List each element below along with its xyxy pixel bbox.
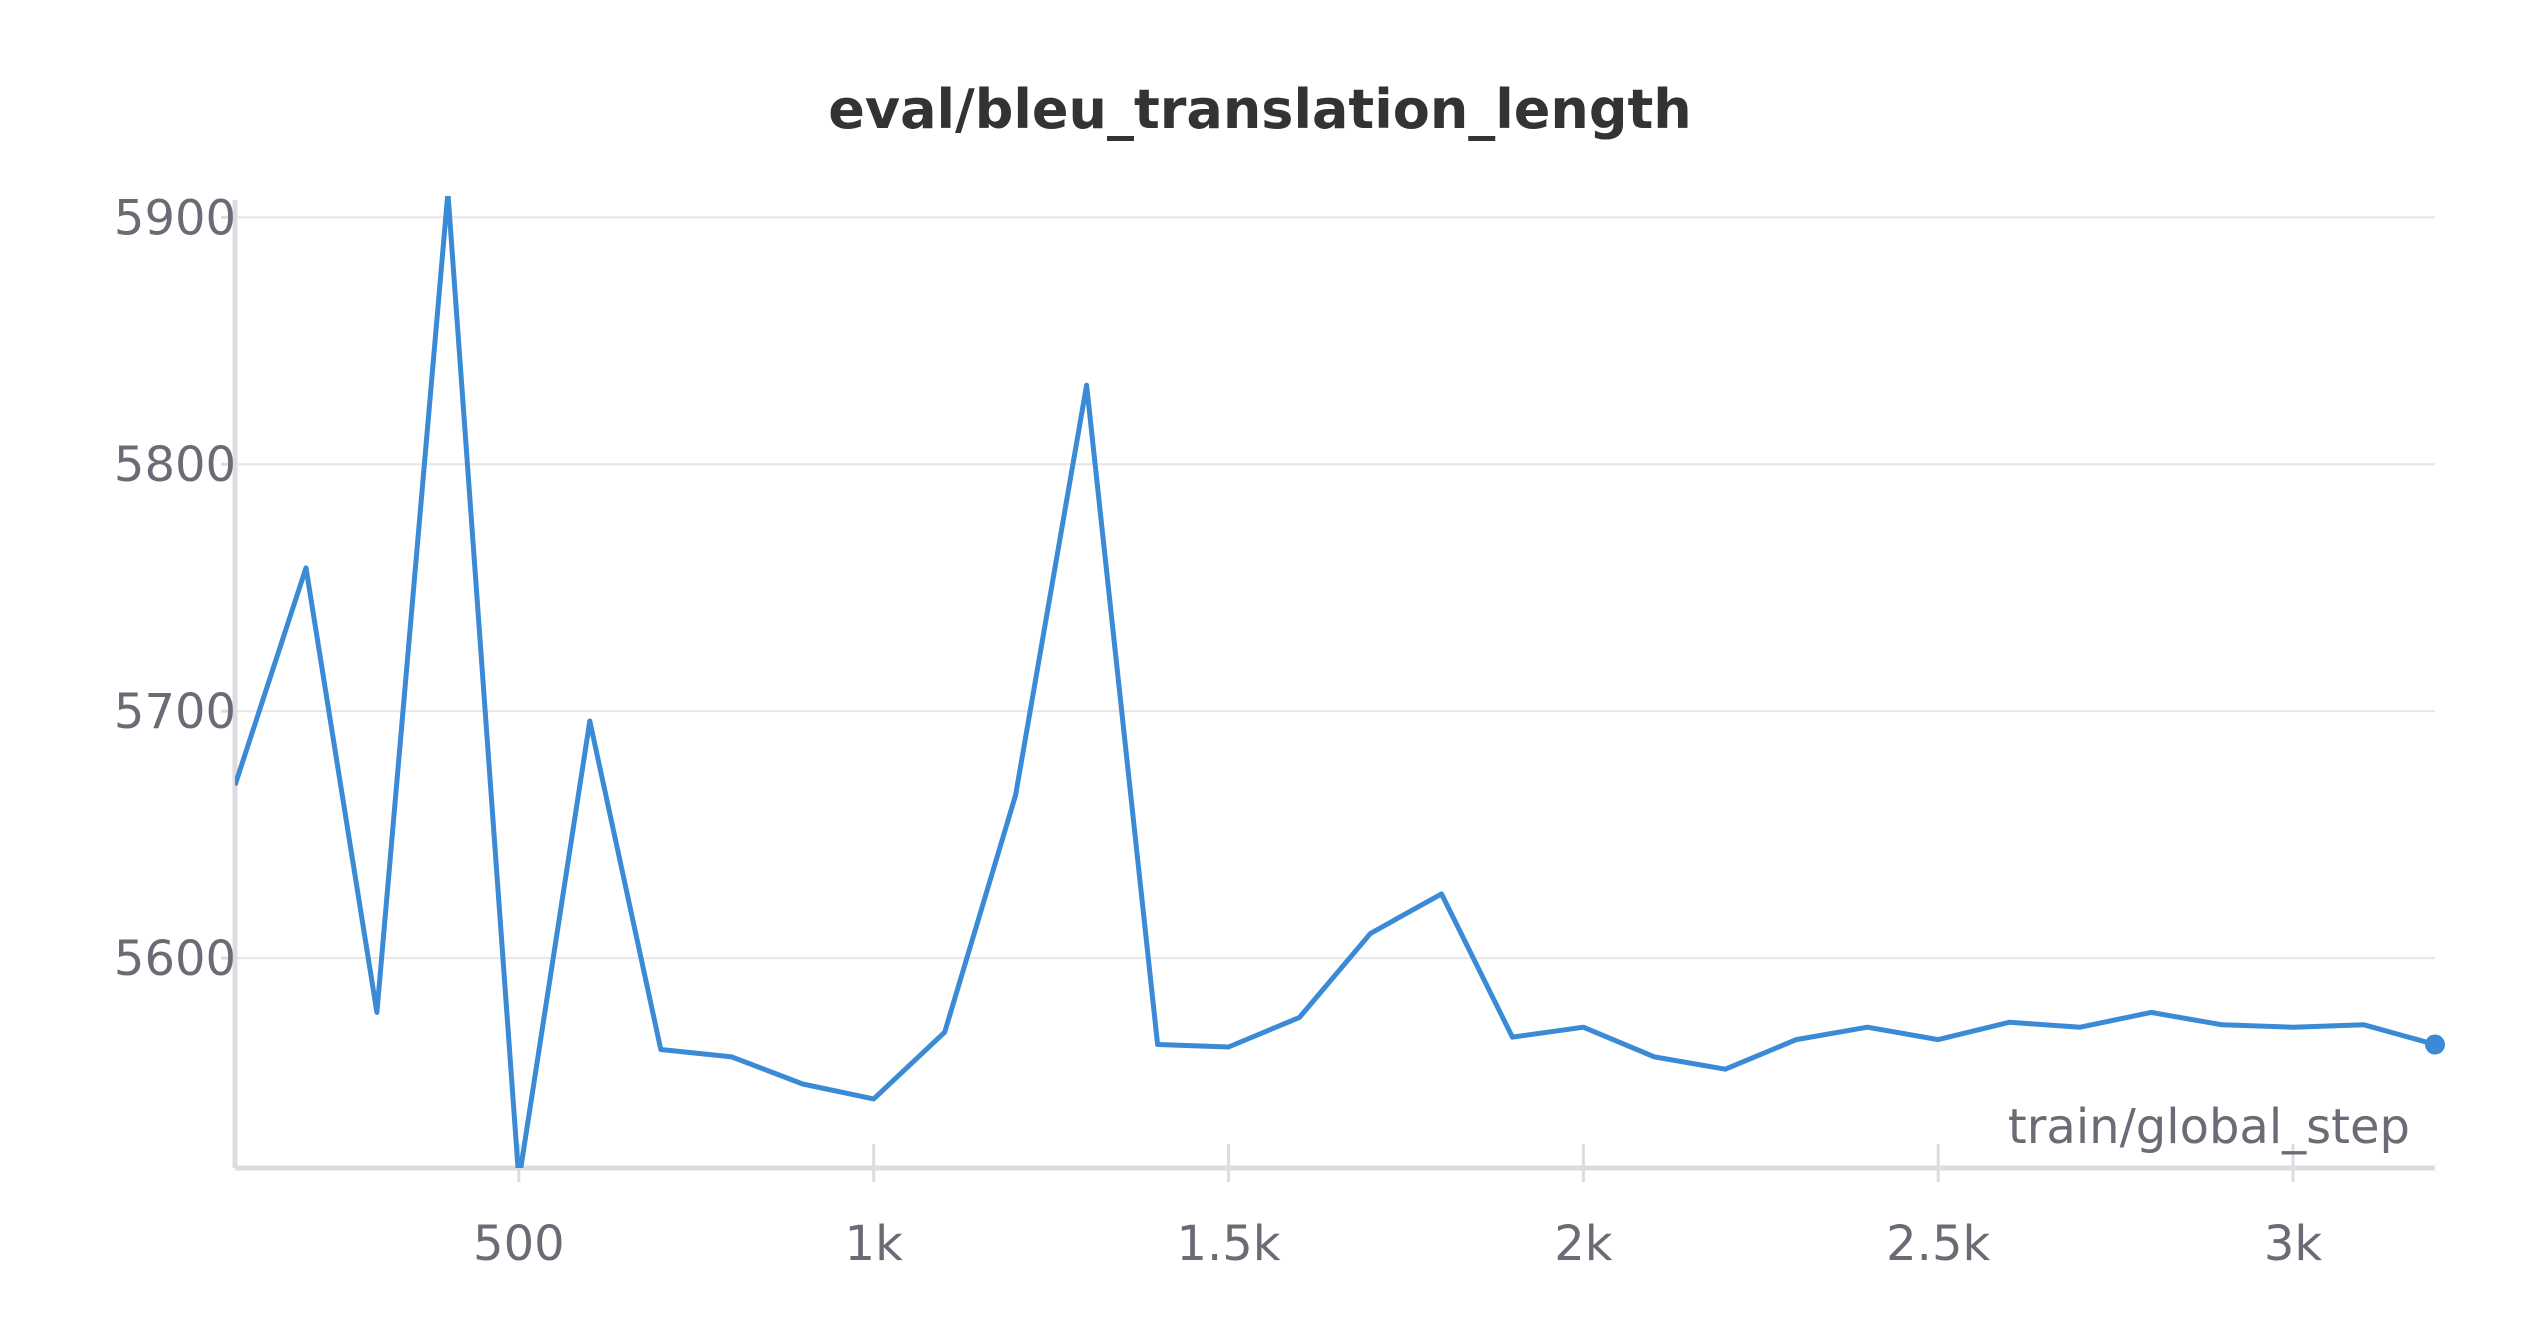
y-tick-label: 5800: [114, 437, 236, 493]
y-tick-label: 5700: [114, 684, 236, 740]
series-lines: [235, 196, 2445, 1168]
y-tick-label: 5600: [114, 931, 236, 987]
x-tick-label: 2.5k: [1886, 1216, 1990, 1272]
x-axis-label: train/global_step: [2008, 1099, 2410, 1155]
axes: [232, 200, 2435, 1182]
tick-labels: 5600 5700 5800 5900 500 1k 1.5k 2k 2.5k 3k: [114, 190, 2323, 1272]
chart-title: eval/bleu_translation_length: [828, 78, 1692, 141]
x-tick-label: 2k: [1554, 1216, 1613, 1272]
x-tick-label: 500: [473, 1216, 565, 1272]
series-line: [235, 196, 2436, 1168]
x-tick-label: 1.5k: [1176, 1216, 1280, 1272]
x-tick-label: 3k: [2264, 1216, 2323, 1272]
y-tick-label: 5900: [114, 190, 236, 246]
x-tick-label: 1k: [845, 1216, 904, 1272]
grid-lines: [221, 215, 2435, 960]
series-end-point: [2425, 1034, 2445, 1055]
